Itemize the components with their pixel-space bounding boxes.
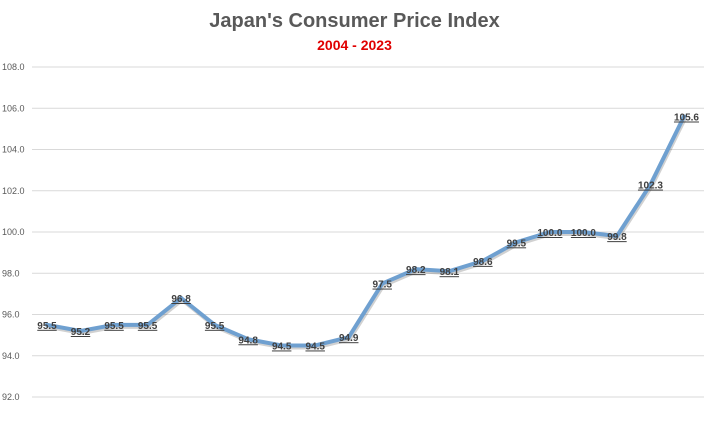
data-point — [246, 337, 251, 342]
data-point — [547, 230, 552, 234]
y-tick-label: 92.0 — [2, 392, 20, 402]
data-point — [447, 269, 452, 274]
data-label: 100.0 — [571, 228, 596, 239]
data-label: 100.0 — [537, 228, 562, 239]
data-point — [78, 329, 83, 333]
y-tick-label: 98.0 — [2, 268, 20, 278]
data-label: 98.2 — [406, 265, 426, 276]
y-tick-label: 96.0 — [2, 310, 20, 320]
y-tick-label: 94.0 — [2, 351, 20, 361]
y-tick-label: 104.0 — [2, 145, 25, 155]
data-label: 95.5 — [205, 321, 225, 332]
data-label: 105.6 — [674, 113, 699, 124]
data-point — [614, 234, 619, 239]
data-label: 99.8 — [607, 232, 627, 243]
data-label: 95.2 — [71, 327, 91, 338]
chart-title: Japan's Consumer Price Index — [209, 10, 500, 32]
data-label: 102.3 — [638, 181, 663, 192]
data-label: 94.8 — [238, 335, 258, 346]
data-label: 94.9 — [339, 333, 359, 344]
data-point — [648, 182, 653, 187]
data-label: 99.5 — [507, 238, 527, 249]
series-line — [45, 114, 686, 348]
data-point — [45, 322, 49, 327]
data-label: 95.5 — [104, 321, 124, 332]
data-label: 97.5 — [373, 280, 393, 291]
data-label: 94.5 — [272, 341, 292, 352]
data-point — [145, 322, 150, 327]
data-point — [514, 240, 519, 245]
data-point — [413, 267, 418, 272]
data-point — [581, 230, 586, 234]
data-label: 94.5 — [305, 341, 325, 352]
data-label: 96.8 — [171, 294, 191, 305]
data-point — [682, 114, 686, 119]
y-tick-label: 102.0 — [2, 186, 25, 196]
data-point — [380, 281, 385, 286]
data-point — [212, 322, 217, 327]
data-point — [179, 296, 184, 300]
data-label: 95.5 — [37, 321, 57, 332]
data-point — [279, 343, 284, 348]
data-label: 95.5 — [138, 321, 158, 332]
data-point — [346, 335, 351, 340]
y-tick-label: 108.0 — [2, 62, 25, 72]
data-point — [480, 258, 485, 263]
data-point — [313, 343, 318, 348]
data-label: 98.6 — [473, 257, 493, 268]
data-point — [112, 322, 117, 327]
data-label: 98.1 — [440, 267, 460, 278]
y-tick-label: 100.0 — [2, 227, 25, 237]
y-tick-label: 106.0 — [2, 103, 25, 113]
chart-subtitle: 2004 - 2023 — [317, 37, 392, 53]
